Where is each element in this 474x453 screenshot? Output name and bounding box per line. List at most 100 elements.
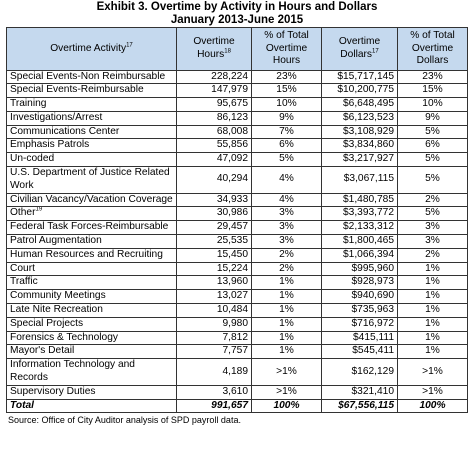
dollars-cell: $940,690 bbox=[321, 289, 398, 305]
pct-hours-cell: 1% bbox=[251, 316, 322, 332]
dollars-cell: $6,648,495 bbox=[321, 97, 398, 112]
pct-dollars-cell: 1% bbox=[397, 261, 468, 277]
activity-cell: Civilian Vacancy/Vacation Coverage bbox=[6, 192, 177, 208]
header-pct-hours: % of Total Overtime Hours bbox=[251, 27, 322, 71]
table-row: Special Events-Non Reimbursable 228,224 23… bbox=[6, 69, 468, 85]
table-row: Information Technology and Records 4,189 >… bbox=[6, 358, 468, 386]
dollars-cell: $3,834,860 bbox=[321, 138, 398, 154]
header-activity: Overtime Activity17 bbox=[6, 27, 177, 71]
dollars-cell: $1,480,785 bbox=[321, 192, 398, 208]
hours-cell: 7,757 bbox=[176, 344, 252, 360]
pct-hours-cell: 5% bbox=[251, 152, 322, 168]
pct-hours-cell: 1% bbox=[251, 330, 322, 346]
pct-dollars-cell: 5% bbox=[397, 124, 468, 140]
header-hours: Overtime Hours18 bbox=[176, 27, 252, 71]
hours-cell: 95,675 bbox=[176, 97, 252, 112]
pct-dollars-cell: 5% bbox=[397, 152, 468, 168]
total-hours: 991,657 bbox=[176, 398, 252, 414]
pct-hours-cell: 2% bbox=[251, 247, 322, 263]
table-row: Other19 30,986 3% $3,393,772 5% bbox=[6, 206, 468, 222]
pct-dollars-cell: 1% bbox=[397, 275, 468, 291]
dollars-cell: $2,133,312 bbox=[321, 220, 398, 236]
total-label: Total bbox=[6, 398, 177, 414]
title-line-2: January 2013-June 2015 bbox=[170, 14, 304, 26]
dollars-cell: $3,217,927 bbox=[321, 152, 398, 168]
hours-cell: 15,450 bbox=[176, 247, 252, 263]
table-row: Community Meetings 13,027 1% $940,690 1% bbox=[6, 289, 468, 305]
dollars-cell: $3,067,115 bbox=[321, 166, 398, 194]
activity-cell: Special Events-Non Reimbursable bbox=[6, 69, 177, 85]
pct-dollars-cell: 1% bbox=[397, 303, 468, 318]
pct-hours-cell: 15% bbox=[251, 83, 322, 99]
pct-hours-cell: 10% bbox=[251, 97, 322, 112]
dollars-cell: $545,411 bbox=[321, 344, 398, 360]
pct-dollars-cell: 1% bbox=[397, 344, 468, 360]
dollars-cell: $162,129 bbox=[321, 358, 398, 386]
hours-cell: 68,008 bbox=[176, 124, 252, 140]
pct-dollars-cell: 2% bbox=[397, 192, 468, 208]
activity-cell: Training bbox=[6, 97, 177, 112]
hours-cell: 4,189 bbox=[176, 358, 252, 386]
table-row: Un-coded 47,092 5% $3,217,927 5% bbox=[6, 152, 468, 168]
activity-cell: Un-coded bbox=[6, 152, 177, 168]
pct-hours-cell: 4% bbox=[251, 192, 322, 208]
table-row: Forensics & Technology 7,812 1% $415,111 1% bbox=[6, 330, 468, 346]
pct-hours-cell: 3% bbox=[251, 234, 322, 249]
hours-cell: 7,812 bbox=[176, 330, 252, 346]
activity-cell: Forensics & Technology bbox=[6, 330, 177, 346]
activity-cell: Emphasis Patrols bbox=[6, 138, 177, 154]
activity-cell: Late Nite Recreation bbox=[6, 303, 177, 318]
hours-cell: 86,123 bbox=[176, 110, 252, 126]
hours-cell: 30,986 bbox=[176, 206, 252, 222]
pct-hours-cell: >1% bbox=[251, 358, 322, 386]
pct-hours-cell: 3% bbox=[251, 206, 322, 222]
pct-dollars-cell: >1% bbox=[397, 358, 468, 386]
activity-cell: Special Events-Reimbursable bbox=[6, 83, 177, 99]
table-row: Special Projects 9,980 1% $716,972 1% bbox=[6, 316, 468, 332]
pct-hours-cell: 6% bbox=[251, 138, 322, 154]
table-row: Communications Center 68,008 7% $3,108,929 5… bbox=[6, 124, 468, 140]
dollars-cell: $928,973 bbox=[321, 275, 398, 291]
activity-cell: Other19 bbox=[6, 206, 177, 222]
pct-hours-cell: >1% bbox=[251, 384, 322, 400]
dollars-cell: $321,410 bbox=[321, 384, 398, 400]
pct-dollars-cell: 23% bbox=[397, 69, 468, 85]
dollars-cell: $3,108,929 bbox=[321, 124, 398, 140]
pct-dollars-cell: 6% bbox=[397, 138, 468, 154]
pct-dollars-cell: >1% bbox=[397, 384, 468, 400]
table-row: Supervisory Duties 3,610 >1% $321,410 >1% bbox=[6, 384, 468, 400]
header-dollars: Overtime Dollars17 bbox=[321, 27, 398, 71]
hours-cell: 13,960 bbox=[176, 275, 252, 291]
total-pct-dollars: 100% bbox=[397, 398, 468, 414]
hours-cell: 9,980 bbox=[176, 316, 252, 332]
pct-dollars-cell: 1% bbox=[397, 330, 468, 346]
table-row: Court 15,224 2% $995,960 1% bbox=[6, 261, 468, 277]
hours-cell: 147,979 bbox=[176, 83, 252, 99]
pct-dollars-cell: 3% bbox=[397, 234, 468, 249]
dollars-cell: $10,200,775 bbox=[321, 83, 398, 99]
source-note: Source: Office of City Auditor analysis … bbox=[8, 415, 241, 426]
hours-cell: 13,027 bbox=[176, 289, 252, 305]
activity-cell: Federal Task Forces-Reimbursable bbox=[6, 220, 177, 236]
hours-cell: 55,856 bbox=[176, 138, 252, 154]
exhibit-title: Exhibit 3. Overtime by Activity in Hours… bbox=[0, 0, 474, 27]
hours-cell: 34,933 bbox=[176, 192, 252, 208]
pct-hours-cell: 23% bbox=[251, 69, 322, 85]
hours-cell: 15,224 bbox=[176, 261, 252, 277]
activity-cell: U.S. Department of Justice Related Work bbox=[6, 166, 177, 194]
pct-hours-cell: 1% bbox=[251, 289, 322, 305]
activity-cell: Supervisory Duties bbox=[6, 384, 177, 400]
pct-hours-cell: 1% bbox=[251, 275, 322, 291]
dollars-cell: $995,960 bbox=[321, 261, 398, 277]
pct-dollars-cell: 1% bbox=[397, 316, 468, 332]
total-dollars: $67,556,115 bbox=[321, 398, 398, 414]
total-row: Total 991,657 100% $67,556,115 100% bbox=[6, 398, 468, 414]
activity-cell: Traffic bbox=[6, 275, 177, 291]
dollars-cell: $415,111 bbox=[321, 330, 398, 346]
hours-cell: 3,610 bbox=[176, 384, 252, 400]
dollars-cell: $3,393,772 bbox=[321, 206, 398, 222]
table-row: Civilian Vacancy/Vacation Coverage 34,933… bbox=[6, 192, 468, 208]
table-row: Investigations/Arrest 86,123 9% $6,123,523 9… bbox=[6, 110, 468, 126]
pct-hours-cell: 9% bbox=[251, 110, 322, 126]
pct-hours-cell: 2% bbox=[251, 261, 322, 277]
